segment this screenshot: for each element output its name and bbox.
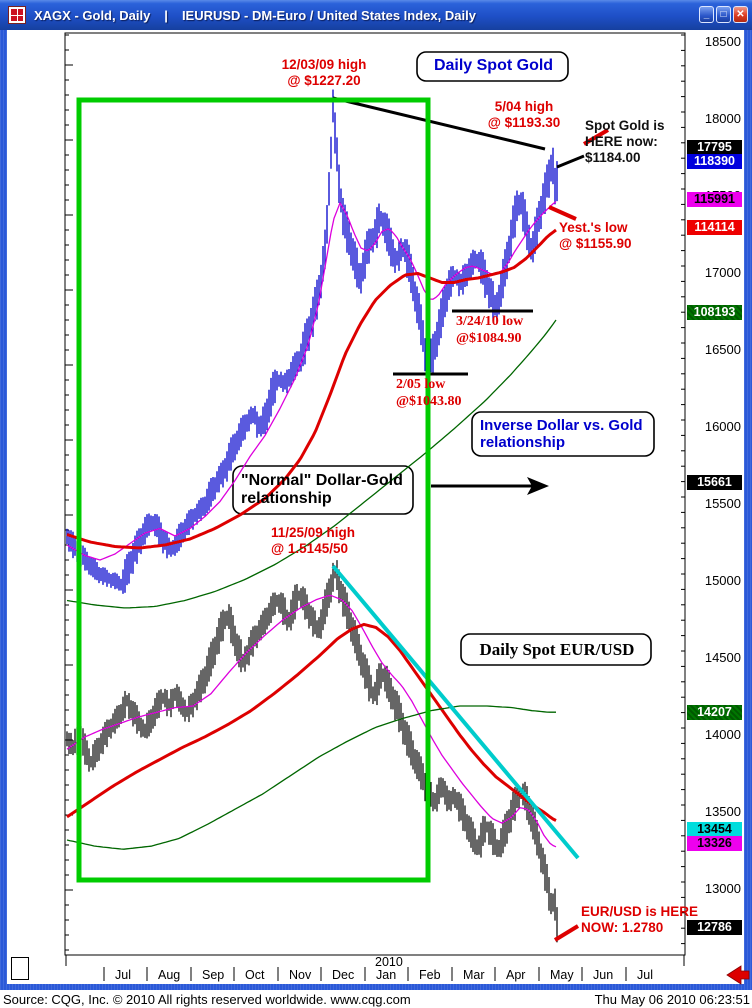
- annotation-eurusd-here: EUR/USD is HERE NOW: 1.2780: [581, 904, 699, 935]
- right-axis-tick: 15500: [704, 496, 741, 511]
- month-label: Jan: [376, 968, 397, 982]
- annotation-high-0504: 5/04 high @ $1193.30: [487, 99, 561, 130]
- annotation-yest-low: Yest.'s low @ $1155.90: [559, 220, 632, 251]
- price-chip-13454: 13454: [687, 821, 742, 837]
- window-frame-left: [0, 30, 7, 990]
- month-label: Nov: [289, 968, 312, 982]
- price-chip-12786: 12786: [687, 919, 742, 935]
- month-label: Aug: [158, 968, 181, 982]
- month-label: Dec: [332, 968, 355, 982]
- month-label: May: [550, 968, 574, 982]
- annotation-low-032410: 3/24/10 low @$1084.90: [456, 314, 524, 346]
- source-credit: Source: CQG, Inc. © 2010 All rights rese…: [3, 992, 411, 1007]
- app-icon[interactable]: [8, 6, 26, 24]
- callout-daily-spot-gold: Daily Spot Gold: [433, 57, 554, 75]
- minimize-button[interactable]: _: [699, 6, 714, 23]
- right-axis-tick: 16500: [704, 342, 741, 357]
- annotation-high-120309: 12/03/09 high @ $1227.20: [281, 57, 367, 88]
- close-button[interactable]: ✕: [733, 6, 748, 23]
- window-frame-bottom: [0, 984, 752, 990]
- price-chip-17795: 17795: [687, 139, 742, 155]
- callout-inverse-relationship: Inverse Dollar vs. Gold relationship: [480, 416, 643, 451]
- right-axis-tick: 18500: [704, 34, 741, 49]
- status-bar: Source: CQG, Inc. © 2010 All rights rese…: [0, 990, 752, 1008]
- month-label: Apr: [506, 968, 526, 982]
- month-label: Oct: [245, 968, 265, 982]
- right-axis-tick: 16000: [704, 419, 741, 434]
- window-title: XAGX - Gold, Daily | IEURUSD - DM-Euro / U…: [34, 7, 476, 23]
- callout-normal-relationship: "Normal" Dollar-Gold relationship: [241, 471, 403, 507]
- scroll-stub[interactable]: [11, 957, 29, 980]
- right-axis-tick: 18000: [704, 111, 741, 126]
- window-frame-right[interactable]: [744, 30, 752, 990]
- restore-button[interactable]: □: [716, 6, 731, 23]
- month-label: Jul: [637, 968, 653, 982]
- price-chip-108193: 108193: [687, 304, 742, 320]
- price-chip-114114: 114114: [687, 219, 742, 235]
- month-label: Jun: [593, 968, 614, 982]
- price-chip-118390: 118390: [687, 153, 742, 169]
- callout-daily-spot-eurusd: Daily Spot EUR/USD: [479, 639, 635, 659]
- right-axis-tick: 13000: [704, 881, 741, 896]
- right-axis-tick: 15000: [704, 573, 741, 588]
- title-bar[interactable]: XAGX - Gold, Daily | IEURUSD - DM-Euro / U…: [0, 0, 752, 30]
- right-axis-tick: 14000: [704, 727, 741, 742]
- annotation-spot-gold-here: Spot Gold is HERE now: $1184.00: [585, 118, 665, 165]
- timestamp: Thu May 06 2010 06:23:51: [594, 992, 750, 1007]
- price-chip-13326: 13326: [687, 835, 742, 851]
- right-axis-tick: 14500: [704, 650, 741, 665]
- month-label: Feb: [419, 968, 441, 982]
- year-label: 2010: [375, 955, 403, 969]
- month-label: Jul: [115, 968, 131, 982]
- price-chip-14207: 14207: [687, 704, 742, 720]
- annotation-low-0205: 2/05 low @$1043.80: [396, 377, 462, 409]
- price-chip-15661: 15661: [687, 474, 742, 490]
- price-chip-115991: 115991: [687, 191, 742, 207]
- right-axis-tick: 13500: [704, 804, 741, 819]
- annotation-high-112509: 11/25/09 high @ 1.5145/50: [271, 525, 356, 556]
- month-label: Mar: [463, 968, 485, 982]
- month-label: Sep: [202, 968, 225, 982]
- right-axis-tick: 17000: [704, 265, 741, 280]
